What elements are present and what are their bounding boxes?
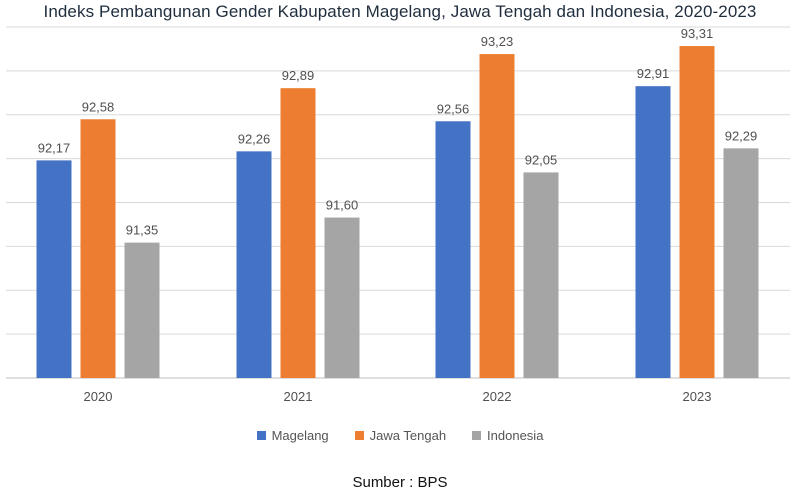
bar-jawa-tengah	[80, 119, 116, 379]
bar-magelang	[36, 160, 72, 378]
legend-item-jawa-tengah: Jawa Tengah	[354, 428, 447, 443]
bar-indonesia	[523, 172, 559, 378]
legend-item-indonesia: Indonesia	[472, 428, 543, 443]
bar-indonesia	[324, 217, 360, 378]
source-note: Sumber : BPS	[352, 474, 448, 491]
x-tick-label: 2020	[84, 389, 113, 404]
bar-magelang	[236, 151, 272, 378]
data-label: 92,91	[637, 66, 670, 81]
data-label: 92,58	[82, 99, 115, 114]
data-label: 92,17	[38, 140, 71, 155]
data-label: 92,26	[238, 131, 271, 146]
bar-jawa-tengah	[679, 46, 715, 378]
data-label: 91,35	[126, 223, 159, 238]
chart-title: Indeks Pembangunan Gender Kabupaten Mage…	[43, 2, 757, 21]
bar-indonesia	[124, 242, 160, 378]
data-label: 92,05	[525, 152, 558, 167]
data-label: 92,29	[725, 128, 758, 143]
data-label: 92,56	[437, 101, 470, 116]
x-tick-label: 2022	[483, 389, 512, 404]
data-label: 93,23	[481, 34, 514, 49]
legend-label-indonesia: Indonesia	[487, 428, 544, 443]
bar-jawa-tengah	[479, 54, 515, 378]
data-label: 93,31	[681, 26, 714, 41]
bar-jawa-tengah	[280, 88, 316, 378]
legend-swatch-jawa-tengah	[354, 431, 364, 440]
bar-magelang	[435, 121, 471, 379]
data-label: 91,60	[326, 198, 359, 213]
x-tick-label: 2021	[284, 389, 313, 404]
legend-swatch-indonesia	[472, 431, 482, 440]
bar-magelang	[635, 86, 671, 378]
x-tick-label: 2023	[683, 389, 712, 404]
data-label: 92,89	[282, 68, 315, 83]
bar-indonesia	[723, 148, 759, 378]
legend-label-magelang: Magelang	[271, 428, 329, 443]
legend-label-jawa-tengah: Jawa Tengah	[369, 428, 447, 443]
legend-swatch-magelang	[256, 431, 266, 440]
legend-item-magelang: Magelang	[256, 428, 329, 443]
chart-legend: Magelang Jawa Tengah Indonesia	[0, 428, 800, 443]
